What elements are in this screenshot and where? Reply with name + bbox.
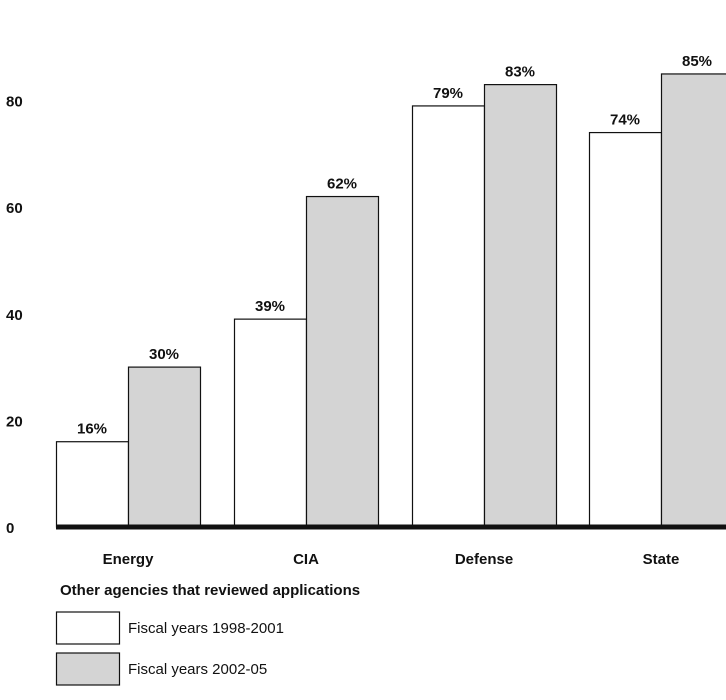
bar-cia-series-1 [233,318,308,528]
data-label: 16% [77,421,107,438]
bar-state-series-2 [660,73,726,528]
category-label: State [643,551,680,568]
category-label: CIA [293,551,319,568]
category-label: Energy [103,551,155,568]
y-tick-label: 20 [6,413,23,430]
data-label: 83% [505,64,535,81]
bar-energy-series-2 [127,366,202,528]
legend-swatch [55,611,121,645]
data-label: 74% [610,112,640,129]
y-tick-label: 0 [6,520,14,537]
data-label: 85% [682,53,712,70]
category-label: Defense [455,551,513,568]
bar-energy-series-1 [55,441,130,528]
bar-state-series-1 [588,131,663,528]
x-axis-title: Other agencies that reviewed application… [60,582,360,599]
legend-label: Fiscal years 1998-2001 [128,620,284,637]
legend-label: Fiscal years 2002-05 [128,661,267,678]
y-tick-label: 80 [6,94,23,111]
data-label: 79% [433,85,463,102]
data-label: 39% [255,298,285,315]
bar-cia-series-2 [305,195,380,528]
legend-swatch [55,652,121,686]
bar-defense-series-2 [483,84,558,528]
data-label: 62% [327,176,357,193]
y-tick-label: 100 [6,0,31,4]
data-label: 30% [149,346,179,363]
y-tick-label: 40 [6,307,23,324]
y-tick-label: 60 [6,200,23,217]
bar-defense-series-1 [411,105,486,528]
